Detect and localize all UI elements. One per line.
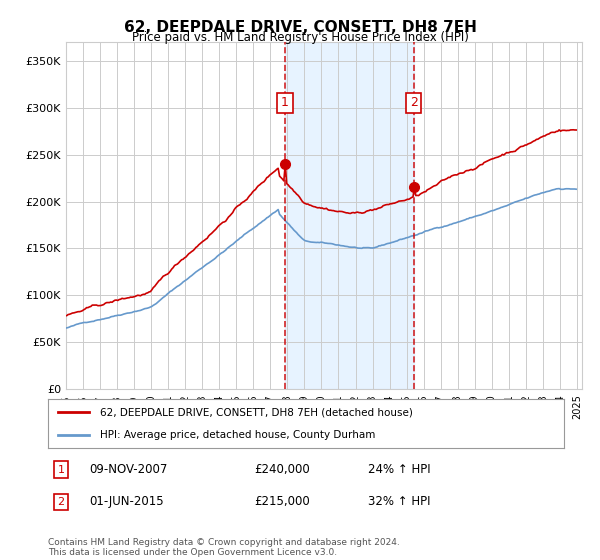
Text: £215,000: £215,000 bbox=[254, 496, 310, 508]
Text: 1: 1 bbox=[281, 96, 289, 110]
Text: 2: 2 bbox=[410, 96, 418, 110]
Text: 01-JUN-2015: 01-JUN-2015 bbox=[89, 496, 164, 508]
Bar bbox=[285, 42, 414, 389]
Text: £240,000: £240,000 bbox=[254, 463, 310, 476]
Text: 09-NOV-2007: 09-NOV-2007 bbox=[89, 463, 167, 476]
Text: 24% ↑ HPI: 24% ↑ HPI bbox=[368, 463, 431, 476]
Text: 32% ↑ HPI: 32% ↑ HPI bbox=[368, 496, 430, 508]
Text: 2: 2 bbox=[58, 497, 64, 507]
Text: HPI: Average price, detached house, County Durham: HPI: Average price, detached house, Coun… bbox=[100, 430, 375, 440]
Text: 62, DEEPDALE DRIVE, CONSETT, DH8 7EH (detached house): 62, DEEPDALE DRIVE, CONSETT, DH8 7EH (de… bbox=[100, 407, 412, 417]
Text: Contains HM Land Registry data © Crown copyright and database right 2024.
This d: Contains HM Land Registry data © Crown c… bbox=[48, 538, 400, 557]
Text: 1: 1 bbox=[58, 465, 64, 475]
Text: 62, DEEPDALE DRIVE, CONSETT, DH8 7EH: 62, DEEPDALE DRIVE, CONSETT, DH8 7EH bbox=[124, 20, 476, 35]
Text: Price paid vs. HM Land Registry's House Price Index (HPI): Price paid vs. HM Land Registry's House … bbox=[131, 31, 469, 44]
